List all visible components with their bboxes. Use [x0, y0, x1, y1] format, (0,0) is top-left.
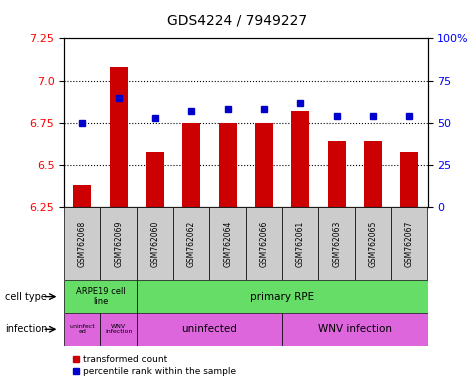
Text: GSM762068: GSM762068	[78, 221, 87, 267]
Bar	[173, 207, 209, 280]
Bar	[101, 313, 137, 346]
Text: infection: infection	[5, 324, 47, 334]
Text: GSM762062: GSM762062	[187, 221, 196, 267]
Bar	[391, 207, 428, 280]
Bar	[101, 207, 137, 280]
Text: ARPE19 cell
line: ARPE19 cell line	[76, 287, 125, 306]
Text: uninfected: uninfected	[181, 324, 238, 334]
Text: GDS4224 / 7949227: GDS4224 / 7949227	[167, 13, 308, 27]
Bar	[318, 207, 355, 280]
Bar	[355, 207, 391, 280]
Bar	[64, 280, 137, 313]
Bar	[137, 313, 282, 346]
Text: WNV
infection: WNV infection	[105, 324, 133, 334]
Text: GSM762063: GSM762063	[332, 221, 341, 267]
Bar	[282, 313, 428, 346]
Bar	[400, 152, 418, 207]
Bar	[146, 152, 164, 207]
Bar	[246, 207, 282, 280]
Bar	[182, 123, 200, 207]
Text: GSM762066: GSM762066	[259, 221, 268, 267]
Text: GSM762060: GSM762060	[151, 221, 160, 267]
Bar	[328, 141, 346, 207]
Text: GSM762065: GSM762065	[369, 221, 378, 267]
Text: cell type: cell type	[5, 291, 47, 302]
Bar	[282, 207, 318, 280]
Text: GSM762064: GSM762064	[223, 221, 232, 267]
Bar	[209, 207, 246, 280]
Text: WNV infection: WNV infection	[318, 324, 392, 334]
Bar	[110, 67, 128, 207]
Bar	[64, 313, 101, 346]
Bar	[255, 123, 273, 207]
Legend: transformed count, percentile rank within the sample: transformed count, percentile rank withi…	[69, 352, 240, 379]
Text: GSM762067: GSM762067	[405, 221, 414, 267]
Text: GSM762069: GSM762069	[114, 221, 123, 267]
Bar	[137, 280, 428, 313]
Bar	[137, 207, 173, 280]
Bar	[364, 141, 382, 207]
Bar	[64, 207, 101, 280]
Bar	[291, 111, 309, 207]
Text: primary RPE: primary RPE	[250, 291, 314, 302]
Bar	[73, 185, 91, 207]
Bar	[218, 123, 237, 207]
Text: GSM762061: GSM762061	[296, 221, 305, 267]
Text: uninfect
ed: uninfect ed	[69, 324, 95, 334]
